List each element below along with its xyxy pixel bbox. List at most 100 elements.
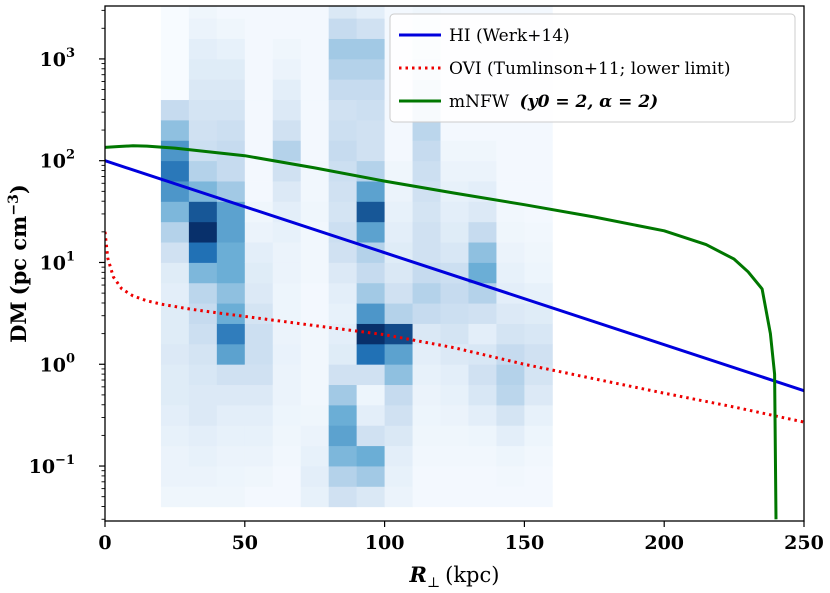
hist-cell: [524, 323, 553, 345]
hist-cell: [468, 323, 497, 345]
hist-cell: [244, 262, 274, 284]
y-tick-label: 10−1: [29, 453, 75, 478]
hist-cell: [468, 486, 497, 508]
hist-cell: [300, 79, 330, 101]
hist-cell: [356, 99, 385, 121]
hist-cell: [524, 364, 553, 386]
hist-cell: [188, 445, 218, 467]
hist-cell: [524, 262, 553, 284]
hist-cell: [216, 364, 246, 386]
hist-cell: [244, 38, 274, 60]
hist-cell: [160, 221, 190, 243]
hist-cell: [524, 160, 553, 182]
x-tick-label: 200: [644, 532, 684, 554]
hist-cell: [244, 221, 274, 243]
hist-cell: [524, 303, 553, 324]
hist-cell: [216, 201, 246, 223]
hist-cell: [300, 181, 330, 202]
hist-cell: [356, 18, 385, 39]
hist-cell: [272, 404, 302, 426]
hist-cell: [160, 282, 190, 304]
hist-cell: [160, 58, 190, 80]
hist-cell: [216, 303, 246, 324]
hist-cell: [356, 445, 385, 467]
hist-cell: [300, 58, 330, 80]
hist-cell: [244, 18, 274, 39]
hist-cell: [440, 201, 469, 223]
hist-cell: [412, 119, 441, 141]
hist-cell: [496, 343, 525, 365]
hist-cell: [328, 262, 358, 284]
hist-cell: [356, 181, 385, 202]
hist-cell: [244, 364, 274, 386]
hist-cell: [496, 384, 525, 406]
hist-cell: [412, 486, 441, 508]
hist-cell: [496, 323, 525, 345]
hist-cell: [272, 303, 302, 324]
hist-cell: [468, 343, 497, 365]
hist-cell: [300, 404, 330, 426]
hist-cell: [160, 140, 190, 162]
hist-cell: [356, 221, 385, 243]
hist-cell: [356, 6, 385, 19]
hist-cell: [188, 343, 218, 365]
hist-cell: [356, 364, 385, 386]
hist-cell: [160, 384, 190, 406]
hist-cell: [188, 99, 218, 121]
legend-label-mnfw-name: mNFW: [449, 92, 510, 112]
hist-cell: [160, 262, 190, 284]
hist-cell: [216, 38, 246, 60]
hist-cell: [272, 466, 302, 487]
y-tick-label: 102: [40, 148, 76, 173]
hist-cell: [524, 119, 553, 141]
hist-cell: [412, 303, 441, 324]
y-tick-label: 101: [40, 249, 76, 274]
hist-cell: [496, 201, 525, 223]
hist-cell: [160, 466, 190, 487]
hist-cell: [244, 425, 274, 447]
hist-cell: [328, 404, 358, 426]
y-tick-label-base: 10: [29, 456, 55, 478]
plot-frame: [104, 5, 805, 522]
hist-cell: [188, 303, 218, 324]
hist-cell: [300, 99, 330, 121]
hist-cell: [244, 119, 274, 141]
hist-cell: [300, 282, 330, 304]
hist-cell: [356, 79, 385, 101]
hist-cell: [524, 404, 553, 426]
hist-cell: [496, 425, 525, 447]
hist-cell: [412, 364, 441, 386]
hist-cell: [300, 18, 330, 39]
y-tick-label-exponent: 0: [66, 351, 75, 366]
hist-cell: [356, 486, 385, 508]
hist-cell: [328, 181, 358, 202]
hist-cell: [244, 384, 274, 406]
hist-cell: [216, 404, 246, 426]
hist-cell: [300, 140, 330, 162]
hist-cell: [412, 425, 441, 447]
y-axis-label-unit-exp: −3: [6, 194, 22, 215]
hist-cell: [356, 201, 385, 223]
hist-cell: [272, 38, 302, 60]
hist-cell: [496, 181, 525, 202]
hist-cell: [412, 242, 441, 263]
hist-cell: [356, 323, 385, 345]
hist-cell: [216, 79, 246, 101]
hist-cell: [188, 119, 218, 141]
hist-cell: [216, 99, 246, 121]
hist-cell: [384, 384, 413, 406]
hist-cell: [440, 160, 469, 182]
hist-cell: [524, 221, 553, 243]
hist-cell: [496, 119, 525, 141]
hist-cell: [188, 323, 218, 345]
hist-cell: [524, 445, 553, 467]
hist-cell: [188, 282, 218, 304]
hist-cell: [468, 160, 497, 182]
hist-cell: [328, 140, 358, 162]
hist-cell: [524, 466, 553, 487]
hist-cell: [188, 18, 218, 39]
legend: HI (Werk+14) OVI (Tumlinson+11; lower li…: [389, 13, 796, 123]
hist-cell: [216, 445, 246, 467]
x-axis-label-symbol: R: [409, 562, 427, 587]
